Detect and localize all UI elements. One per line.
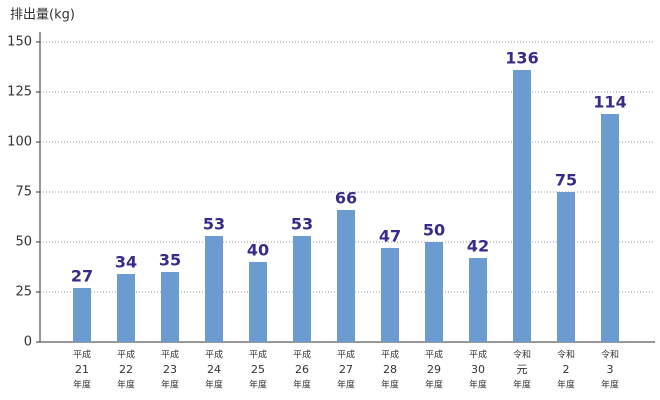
y-axis-label: 排出量(kg) — [10, 8, 75, 23]
bar — [161, 272, 179, 342]
value-label: 75 — [555, 171, 577, 190]
bar — [381, 248, 399, 342]
x-tick-label: 平成 — [425, 349, 443, 361]
value-label: 35 — [159, 251, 181, 270]
y-tick-label: 0 — [24, 335, 32, 350]
x-tick-label: 年度 — [337, 379, 355, 391]
bar — [73, 288, 91, 342]
value-label: 50 — [423, 221, 445, 240]
x-tick-label: 平成 — [73, 349, 91, 361]
value-label: 136 — [505, 49, 538, 68]
y-tick-label: 150 — [7, 35, 32, 50]
bar — [117, 274, 135, 342]
x-tick-label: 29 — [427, 363, 441, 376]
x-tick-label: 年度 — [73, 379, 91, 391]
x-tick-label: 26 — [295, 363, 309, 376]
x-tick-label: 平成 — [117, 349, 135, 361]
x-tick-label: 24 — [207, 363, 221, 376]
x-tick-label: 平成 — [337, 349, 355, 361]
x-tick-label: 年度 — [381, 379, 399, 391]
x-tick-label: 22 — [119, 363, 133, 376]
x-tick-label: 平成 — [293, 349, 311, 361]
value-label: 27 — [71, 267, 93, 286]
y-tick-label: 125 — [7, 85, 32, 100]
x-tick-label: 令和 — [513, 349, 531, 361]
value-label: 40 — [247, 241, 269, 260]
x-tick-label: 年度 — [601, 379, 619, 391]
x-tick-label: 25 — [251, 363, 265, 376]
y-tick-label: 100 — [7, 135, 32, 150]
x-tick-label: 平成 — [469, 349, 487, 361]
x-tick-label: 平成 — [205, 349, 223, 361]
x-tick-label: 令和 — [557, 349, 575, 361]
x-tick-label: 元 — [517, 363, 528, 376]
x-tick-label: 平成 — [249, 349, 267, 361]
x-tick-label: 年度 — [425, 379, 443, 391]
value-label: 34 — [115, 253, 137, 272]
bar — [469, 258, 487, 342]
bar — [601, 114, 619, 342]
y-tick-label: 75 — [15, 185, 32, 200]
bar — [557, 192, 575, 342]
x-tick-label: 年度 — [249, 379, 267, 391]
x-tick-label: 年度 — [293, 379, 311, 391]
bar — [425, 242, 443, 342]
x-tick-label: 年度 — [557, 379, 575, 391]
x-tick-label: 平成 — [381, 349, 399, 361]
value-label: 53 — [203, 215, 225, 234]
x-tick-label: 年度 — [161, 379, 179, 391]
x-tick-label: 年度 — [513, 379, 531, 391]
x-tick-label: 23 — [163, 363, 177, 376]
value-label: 47 — [379, 227, 401, 246]
x-tick-label: 令和 — [601, 349, 619, 361]
x-tick-label: 年度 — [117, 379, 135, 391]
value-label: 53 — [291, 215, 313, 234]
y-tick-label: 25 — [15, 285, 32, 300]
bar — [337, 210, 355, 342]
x-tick-label: 平成 — [161, 349, 179, 361]
x-tick-label: 21 — [75, 363, 89, 376]
y-tick-label: 50 — [15, 235, 32, 250]
x-tick-label: 年度 — [205, 379, 223, 391]
bar — [293, 236, 311, 342]
bar — [205, 236, 223, 342]
x-tick-label: 28 — [383, 363, 397, 376]
x-tick-label: 3 — [607, 363, 614, 376]
x-tick-label: 年度 — [469, 379, 487, 391]
bar — [249, 262, 267, 342]
x-tick-label: 27 — [339, 363, 353, 376]
value-label: 42 — [467, 237, 489, 256]
x-tick-label: 2 — [563, 363, 570, 376]
x-tick-label: 30 — [471, 363, 485, 376]
value-label: 114 — [593, 93, 626, 112]
value-label: 66 — [335, 189, 357, 208]
bar — [513, 70, 531, 342]
